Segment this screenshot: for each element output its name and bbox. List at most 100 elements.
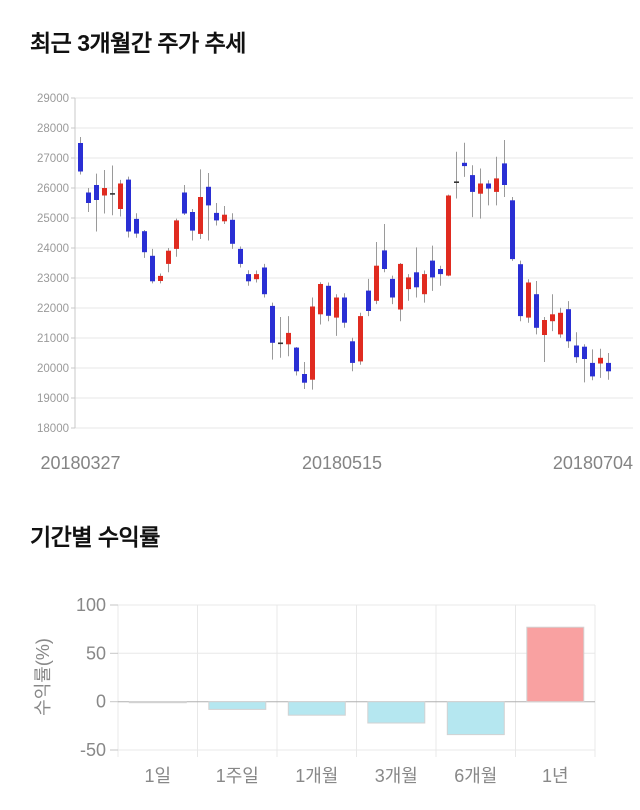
candle-body bbox=[190, 212, 195, 231]
bar bbox=[208, 701, 267, 710]
candle-body bbox=[294, 347, 299, 372]
candle-body bbox=[310, 306, 315, 380]
candle-body bbox=[198, 197, 203, 234]
x-tick-label: 1일 bbox=[145, 766, 172, 786]
y-tick-label: 20000 bbox=[37, 363, 69, 375]
x-tick-label: 20180704 bbox=[553, 453, 633, 473]
candle-body bbox=[398, 263, 403, 310]
candle-body bbox=[518, 264, 523, 317]
candle-body bbox=[110, 193, 115, 195]
candle-body bbox=[350, 341, 355, 363]
candle-body bbox=[126, 179, 131, 232]
y-tick-label: 29000 bbox=[37, 93, 69, 105]
candle-body bbox=[454, 181, 459, 183]
returns-bar-chart: 100 50 0 -50 1일 1주일 1개월 3개월 6개월 1년 수익률(%) bbox=[33, 595, 596, 786]
candle-body bbox=[286, 332, 291, 345]
candle-body bbox=[102, 188, 107, 196]
candle-body bbox=[590, 362, 595, 377]
candle-body bbox=[358, 316, 363, 362]
candle-body bbox=[430, 260, 435, 278]
x-tick-label: 1개월 bbox=[295, 766, 338, 786]
candle-body bbox=[334, 297, 339, 318]
candle-body bbox=[302, 374, 307, 383]
bar bbox=[526, 626, 585, 703]
y-tick-label: 21000 bbox=[37, 333, 69, 345]
bar bbox=[287, 701, 346, 716]
price-candlestick-chart: 29000 28000 27000 26000 25000 24000 23000 22000… bbox=[37, 93, 633, 473]
candle-body bbox=[326, 285, 331, 316]
x-tick-label: 20180327 bbox=[40, 453, 120, 473]
x-tick-label: 1주일 bbox=[216, 766, 259, 786]
candle-body bbox=[86, 192, 91, 203]
y-tick-label: 50 bbox=[86, 643, 106, 663]
y-tick-label: 0 bbox=[96, 692, 106, 712]
candle-body bbox=[318, 284, 323, 315]
y-tick-label: 18000 bbox=[37, 423, 69, 435]
y-tick-label: 28000 bbox=[37, 123, 69, 135]
candle-body bbox=[510, 200, 515, 260]
candle-body bbox=[598, 357, 603, 364]
candle-body bbox=[438, 269, 443, 275]
candle-body bbox=[486, 183, 491, 189]
returns-chart-title: 기간별 수익률 bbox=[30, 524, 160, 550]
candle-body bbox=[238, 248, 243, 264]
candle-body bbox=[230, 219, 235, 244]
price-chart-title: 최근 3개월간 주가 추세 bbox=[30, 30, 246, 56]
candle-body bbox=[254, 274, 259, 280]
candle-body bbox=[94, 185, 99, 200]
candle-body bbox=[166, 250, 171, 264]
candle-body bbox=[142, 231, 147, 253]
candle-body bbox=[502, 163, 507, 185]
candle-body bbox=[582, 346, 587, 359]
y-axis-label: 수익률(%) bbox=[33, 638, 53, 716]
candle-body bbox=[118, 183, 123, 209]
x-tick-label: 20180515 bbox=[302, 453, 382, 473]
candle-body bbox=[174, 220, 179, 249]
candle-body bbox=[558, 312, 563, 335]
candle-body bbox=[606, 362, 611, 372]
candle-body bbox=[566, 309, 571, 342]
candle-body bbox=[222, 214, 227, 222]
candle-body bbox=[462, 162, 467, 167]
bar bbox=[367, 701, 426, 724]
y-tick-label: 25000 bbox=[37, 213, 69, 225]
candle-body bbox=[270, 305, 275, 343]
candle-body bbox=[574, 345, 579, 358]
candle-body bbox=[366, 290, 371, 311]
candle-body bbox=[78, 143, 83, 172]
y-tick-label: 23000 bbox=[37, 273, 69, 285]
candle-body bbox=[278, 342, 283, 345]
candle-body bbox=[214, 212, 219, 221]
bar bbox=[446, 701, 505, 736]
candle-body bbox=[158, 275, 163, 281]
candle-body bbox=[342, 297, 347, 323]
x-tick-label: 3개월 bbox=[375, 766, 418, 786]
candle-body bbox=[478, 183, 483, 194]
candle-body bbox=[374, 265, 379, 301]
candle-body bbox=[534, 294, 539, 328]
y-tick-label: 24000 bbox=[37, 243, 69, 255]
candle-body bbox=[134, 218, 139, 234]
candle-body bbox=[550, 314, 555, 322]
candle-body bbox=[526, 282, 531, 318]
candle-body bbox=[206, 186, 211, 206]
y-tick-label: 22000 bbox=[37, 303, 69, 315]
candle-body bbox=[422, 274, 427, 295]
y-tick-label: 19000 bbox=[37, 393, 69, 405]
x-tick-label: 6개월 bbox=[454, 766, 497, 786]
candle-body bbox=[182, 192, 187, 214]
candle-body bbox=[406, 277, 411, 290]
candle-body bbox=[494, 178, 499, 192]
candle-body bbox=[246, 274, 251, 282]
candle-body bbox=[382, 250, 387, 269]
candle-body bbox=[262, 267, 267, 295]
y-tick-label: -50 bbox=[80, 740, 106, 760]
candle-body bbox=[150, 255, 155, 282]
x-tick-label: 1년 bbox=[542, 766, 569, 786]
candle-body bbox=[390, 278, 395, 298]
y-tick-label: 26000 bbox=[37, 183, 69, 195]
candle-body bbox=[470, 175, 475, 192]
y-tick-label: 100 bbox=[76, 595, 106, 615]
candle-body bbox=[542, 320, 547, 335]
